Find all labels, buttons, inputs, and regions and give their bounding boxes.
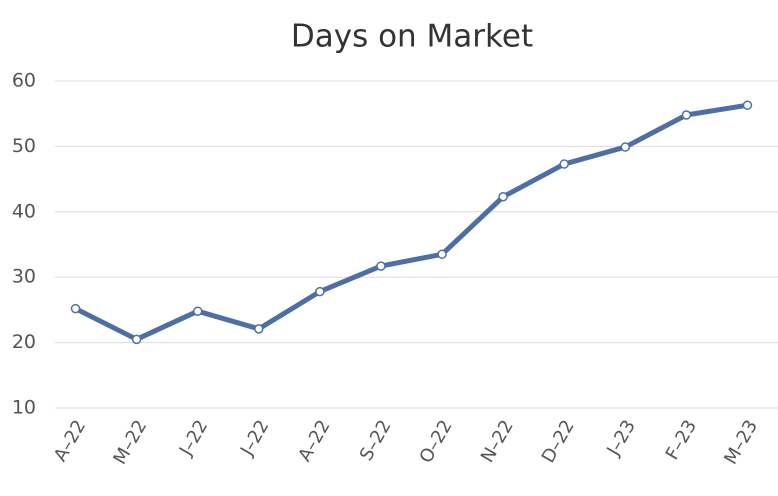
point [742, 100, 753, 110]
point [315, 286, 325, 297]
y-tick-label: 50 [12, 135, 36, 157]
point [254, 324, 264, 334]
point [70, 303, 81, 314]
y-tick-label: 40 [12, 200, 36, 222]
x-tick-label: J–23 [603, 417, 640, 461]
x-tick-label: M–23 [720, 417, 762, 469]
point [559, 159, 569, 169]
y-tick-label: 20 [12, 331, 36, 353]
point [437, 249, 447, 260]
y-tick-label: 60 [12, 70, 36, 92]
y-tick-label: 10 [12, 397, 36, 419]
point [131, 334, 142, 345]
x-tick-label: J–22 [175, 417, 212, 461]
point [376, 261, 386, 271]
x-tick-label: D–22 [538, 417, 579, 467]
point [620, 142, 631, 152]
point [681, 110, 692, 120]
point [498, 192, 508, 202]
x-tick-label: O–22 [415, 417, 456, 467]
x-tick-label: N–22 [477, 417, 518, 467]
y-tick-label: 30 [12, 266, 36, 288]
line [74, 102, 748, 342]
x-tick-label: M–22 [109, 417, 151, 469]
x-tick-label: A–22 [294, 417, 334, 466]
x-tick-label: A–22 [50, 417, 90, 466]
point [192, 306, 203, 316]
x-tick-label: J–22 [236, 417, 273, 461]
x-tick-label: S–22 [356, 417, 396, 465]
chart-title: Days on Market [291, 19, 533, 55]
x-tick-label: F–23 [662, 417, 701, 464]
